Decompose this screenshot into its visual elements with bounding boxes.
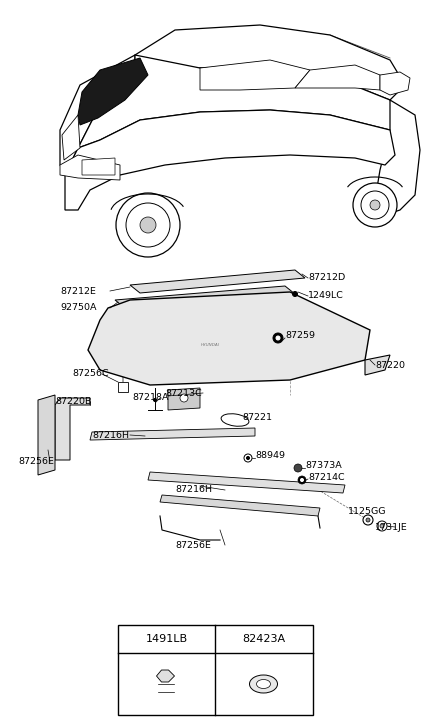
- Circle shape: [379, 524, 383, 528]
- Circle shape: [293, 464, 301, 472]
- Text: 82423A: 82423A: [241, 634, 284, 644]
- Polygon shape: [115, 286, 294, 308]
- Text: 87212E: 87212E: [60, 286, 95, 295]
- Text: 87213C: 87213C: [164, 388, 201, 398]
- Text: 87373A: 87373A: [304, 460, 341, 470]
- Polygon shape: [130, 270, 304, 293]
- Polygon shape: [374, 100, 419, 215]
- Text: 87216H: 87216H: [174, 486, 211, 494]
- Circle shape: [243, 454, 251, 462]
- Text: 87256E: 87256E: [18, 457, 54, 467]
- Circle shape: [360, 191, 388, 219]
- Text: 87259: 87259: [284, 331, 314, 340]
- Text: 87220B: 87220B: [55, 398, 91, 406]
- Circle shape: [246, 457, 249, 459]
- Polygon shape: [294, 65, 379, 90]
- Polygon shape: [148, 472, 344, 493]
- Text: 88949: 88949: [254, 451, 284, 459]
- Text: 92750A: 92750A: [60, 303, 96, 313]
- Text: HYUNDAI: HYUNDAI: [200, 343, 219, 347]
- Circle shape: [362, 515, 372, 525]
- Text: 87216H: 87216H: [92, 430, 129, 440]
- Text: 87218A: 87218A: [132, 393, 168, 403]
- Polygon shape: [379, 72, 409, 95]
- Polygon shape: [168, 388, 200, 410]
- Circle shape: [376, 521, 386, 531]
- Circle shape: [275, 336, 279, 340]
- Ellipse shape: [249, 675, 277, 693]
- Polygon shape: [364, 355, 389, 375]
- Polygon shape: [60, 55, 135, 175]
- Polygon shape: [200, 60, 309, 90]
- Circle shape: [116, 193, 180, 257]
- Polygon shape: [160, 495, 319, 516]
- Polygon shape: [62, 115, 80, 160]
- Circle shape: [300, 478, 303, 481]
- Polygon shape: [60, 155, 120, 180]
- Text: 1731JE: 1731JE: [374, 523, 407, 531]
- Polygon shape: [78, 55, 399, 148]
- Text: 87256C: 87256C: [72, 369, 108, 379]
- Circle shape: [153, 398, 156, 401]
- Polygon shape: [65, 110, 394, 210]
- Polygon shape: [135, 25, 404, 100]
- Circle shape: [365, 518, 369, 522]
- Text: 1491LB: 1491LB: [145, 634, 187, 644]
- Polygon shape: [156, 670, 174, 682]
- Circle shape: [140, 217, 156, 233]
- Circle shape: [126, 203, 170, 247]
- Circle shape: [292, 292, 297, 297]
- Polygon shape: [82, 158, 115, 175]
- Polygon shape: [38, 395, 55, 475]
- Text: 87220: 87220: [374, 361, 404, 369]
- Bar: [118, 625, 312, 715]
- Polygon shape: [88, 292, 369, 385]
- Bar: [118, 382, 128, 392]
- Circle shape: [273, 333, 283, 343]
- Circle shape: [180, 394, 187, 402]
- Text: 1125GG: 1125GG: [347, 507, 386, 516]
- Text: 87221: 87221: [241, 414, 271, 422]
- Text: 87256E: 87256E: [174, 540, 210, 550]
- Circle shape: [297, 476, 305, 484]
- Text: 1249LC: 1249LC: [307, 292, 343, 300]
- Polygon shape: [78, 58, 148, 125]
- Circle shape: [352, 183, 396, 227]
- Polygon shape: [90, 428, 254, 440]
- Circle shape: [369, 200, 379, 210]
- Polygon shape: [55, 398, 90, 460]
- Ellipse shape: [220, 414, 248, 426]
- Text: 87214C: 87214C: [307, 473, 344, 483]
- Ellipse shape: [256, 680, 270, 688]
- Text: 87212D: 87212D: [307, 273, 345, 283]
